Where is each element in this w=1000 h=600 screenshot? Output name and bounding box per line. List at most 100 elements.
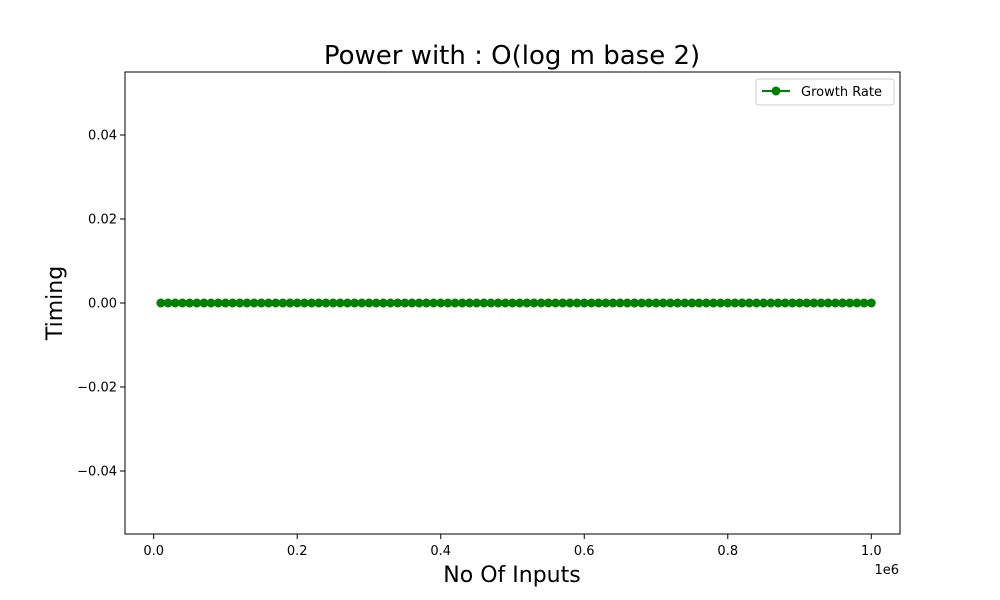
data-point: [220, 298, 230, 308]
data-point: [802, 298, 812, 308]
y-axis-label: Timing: [43, 266, 68, 341]
x-tick-label: 0.0: [143, 544, 164, 559]
data-point: [866, 298, 876, 308]
chart-title: Power with : O(log m base 2): [324, 41, 700, 71]
data-point: [335, 298, 345, 308]
data-point: [859, 298, 869, 308]
data-point: [429, 298, 439, 308]
data-point: [414, 298, 424, 308]
data-point: [766, 298, 776, 308]
data-point: [637, 298, 647, 308]
data-point: [235, 298, 245, 308]
data-point: [500, 298, 510, 308]
data-point: [170, 298, 180, 308]
data-point: [515, 298, 525, 308]
series-layer: [156, 298, 876, 308]
data-point: [342, 298, 352, 308]
data-point: [579, 298, 589, 308]
data-point: [199, 298, 209, 308]
data-point: [371, 298, 381, 308]
data-point: [780, 298, 790, 308]
legend-box: [755, 78, 895, 106]
data-point: [809, 298, 819, 308]
data-point: [163, 298, 173, 308]
x-axis-label: No Of Inputs: [443, 563, 580, 588]
data-point: [845, 298, 855, 308]
data-point: [529, 298, 539, 308]
data-point: [400, 298, 410, 308]
data-point: [386, 298, 396, 308]
data-point: [601, 298, 611, 308]
y-tick-label: 0.04: [88, 129, 117, 144]
data-point: [278, 298, 288, 308]
data-point: [830, 298, 840, 308]
data-point: [680, 298, 690, 308]
data-point: [493, 298, 503, 308]
y-axis-ticks: −0.04 −0.02 0.00 0.02 0.04: [77, 129, 125, 480]
data-point: [629, 298, 639, 308]
y-tick-label: −0.04: [77, 465, 117, 480]
data-point: [759, 298, 769, 308]
data-point: [436, 298, 446, 308]
data-point: [852, 298, 862, 308]
data-point: [658, 298, 668, 308]
x-tick-label: 1.0: [861, 544, 882, 559]
data-point: [787, 298, 797, 308]
data-point: [285, 298, 295, 308]
data-point: [716, 298, 726, 308]
data-point: [708, 298, 718, 308]
data-point: [737, 298, 747, 308]
data-point: [594, 298, 604, 308]
data-point: [321, 298, 331, 308]
y-tick-label: −0.02: [77, 381, 117, 396]
data-point: [551, 298, 561, 308]
data-point: [393, 298, 403, 308]
data-point: [206, 298, 216, 308]
data-point: [479, 298, 489, 308]
data-point: [192, 298, 202, 308]
x-tick-label: 0.6: [574, 544, 595, 559]
x-tick-label: 0.8: [717, 544, 738, 559]
data-point: [586, 298, 596, 308]
data-point: [838, 298, 848, 308]
data-point: [694, 298, 704, 308]
data-point: [558, 298, 568, 308]
data-point: [421, 298, 431, 308]
data-point: [256, 298, 266, 308]
data-point: [795, 298, 805, 308]
data-point: [508, 298, 517, 308]
data-point: [673, 298, 683, 308]
data-point: [536, 298, 546, 308]
data-point: [701, 298, 711, 308]
data-point: [292, 298, 302, 308]
data-point: [615, 298, 625, 308]
data-point: [249, 298, 259, 308]
data-point: [651, 298, 661, 308]
data-point: [443, 298, 453, 308]
data-point: [816, 298, 826, 308]
data-point: [665, 298, 675, 308]
data-point: [687, 298, 697, 308]
data-point: [299, 298, 309, 308]
data-point: [543, 298, 553, 308]
data-point: [723, 298, 733, 308]
data-point: [486, 298, 496, 308]
data-point: [307, 298, 317, 308]
data-point: [450, 298, 460, 308]
data-point: [565, 298, 575, 308]
data-point: [823, 298, 833, 308]
data-point: [773, 298, 783, 308]
data-point: [730, 298, 740, 308]
x-tick-label: 0.4: [430, 544, 451, 559]
x-offset-text: 1e6: [874, 563, 899, 578]
x-tick-label: 0.2: [287, 544, 308, 559]
data-point: [464, 298, 474, 308]
data-point: [264, 298, 274, 308]
data-point: [364, 298, 374, 308]
data-point: [644, 298, 654, 308]
data-point: [242, 298, 252, 308]
data-point: [228, 298, 238, 308]
y-tick-label: 0.02: [88, 213, 117, 228]
x-axis-ticks: 0.0 0.2 0.4 0.6 0.8 1.0: [143, 534, 882, 559]
